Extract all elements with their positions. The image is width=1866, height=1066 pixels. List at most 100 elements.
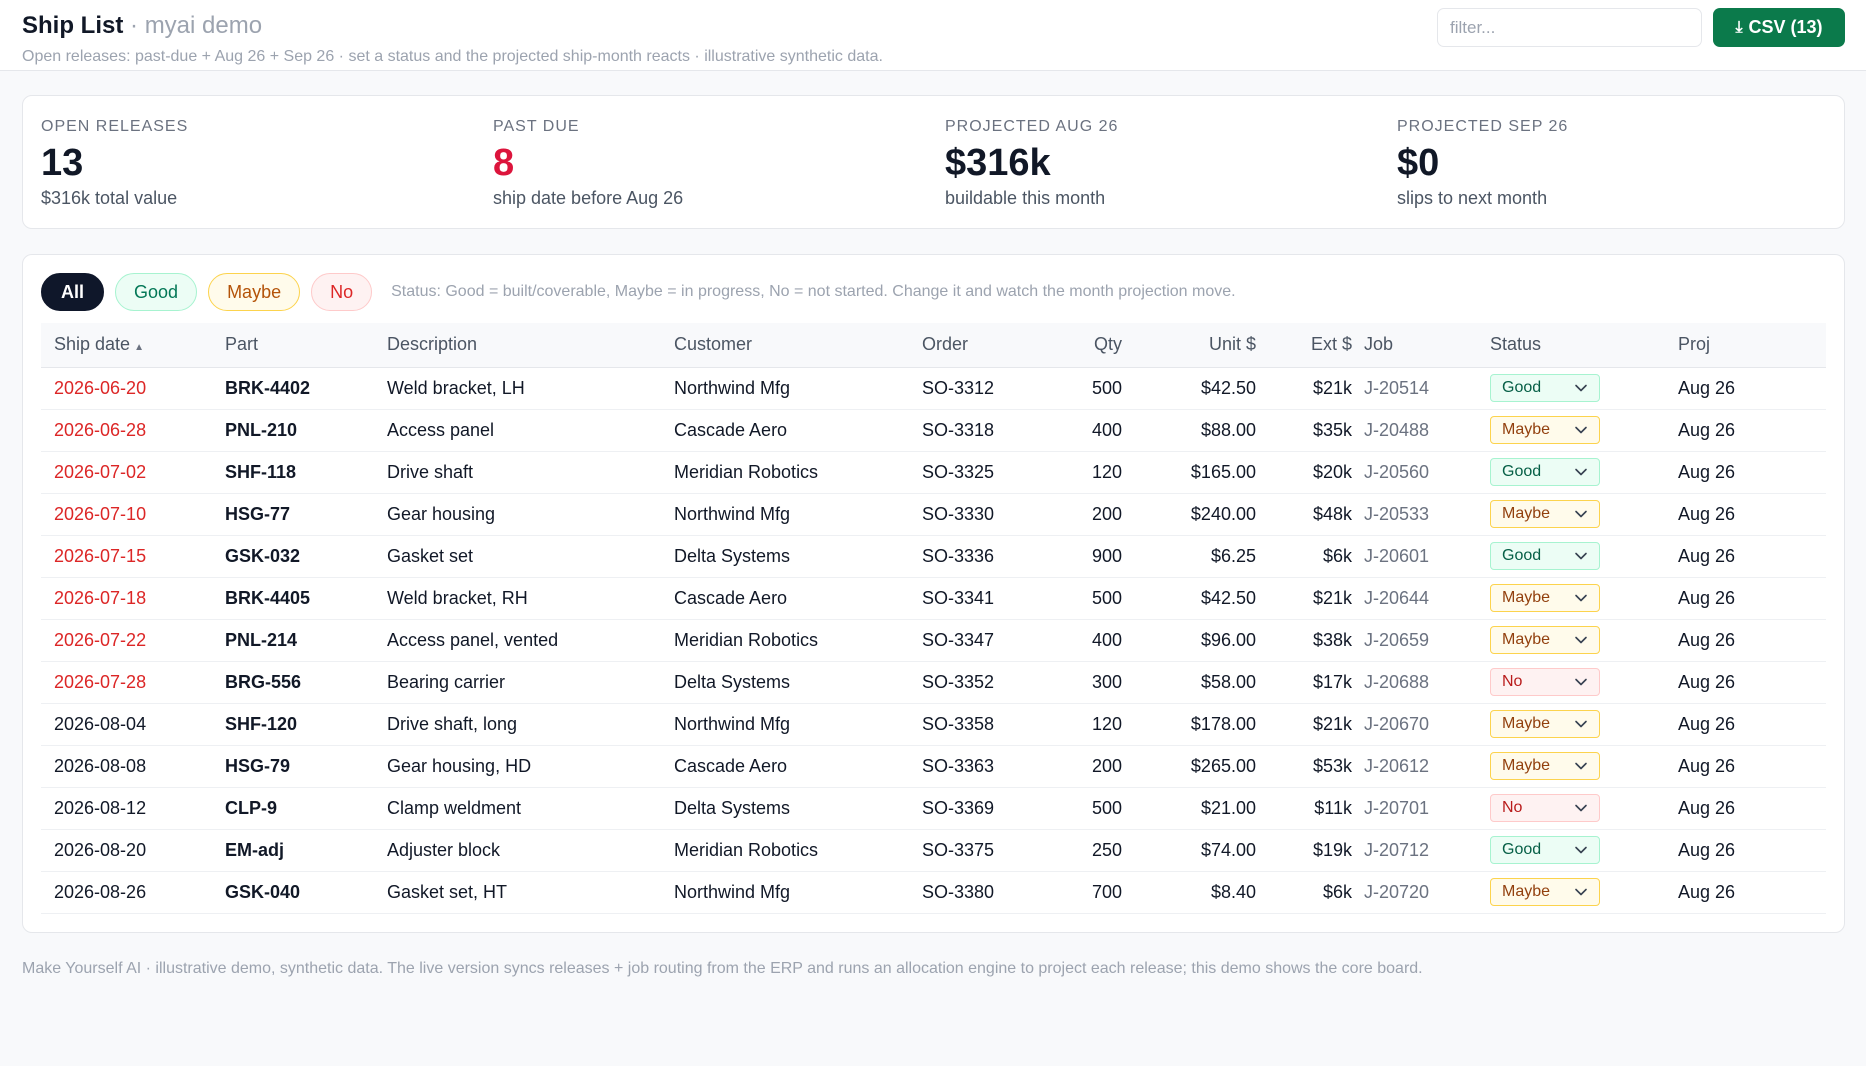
- order-cell: SO-3352: [922, 661, 1043, 704]
- csv-button-label: CSV (13): [1748, 17, 1823, 37]
- ext-price-cell: $53k: [1256, 745, 1352, 788]
- table-row: 2026-07-22 PNL-214 Access panel, vented Mer…: [41, 619, 1826, 662]
- filter-input[interactable]: [1437, 8, 1702, 47]
- summary-stats: OPEN RELEASES 13 $316k total value PAST …: [22, 95, 1845, 229]
- chevron-down-icon: [1575, 846, 1587, 854]
- filter-maybe-button[interactable]: Maybe: [208, 273, 301, 311]
- status-select[interactable]: Good: [1490, 542, 1600, 570]
- proj-cell: Aug 26: [1678, 619, 1826, 662]
- status-select[interactable]: No: [1490, 668, 1600, 696]
- unit-price-cell: $165.00: [1122, 451, 1256, 494]
- proj-cell: Aug 26: [1678, 409, 1826, 452]
- status-value: Maybe: [1502, 421, 1551, 438]
- status-select[interactable]: Maybe: [1490, 500, 1600, 528]
- ship-date-cell: 2026-07-02: [41, 451, 225, 494]
- unit-price-cell: $6.25: [1122, 535, 1256, 578]
- qty-cell: 200: [1043, 745, 1122, 788]
- app-title: Ship List: [22, 12, 124, 39]
- column-header-qty[interactable]: Qty: [1043, 323, 1122, 368]
- status-select[interactable]: Maybe: [1490, 710, 1600, 738]
- customer-cell: Cascade Aero: [674, 577, 922, 620]
- chevron-down-icon: [1575, 468, 1587, 476]
- status-select[interactable]: Maybe: [1490, 878, 1600, 906]
- status-cell: Maybe: [1490, 577, 1678, 620]
- status-select[interactable]: Good: [1490, 374, 1600, 402]
- unit-price-cell: $178.00: [1122, 703, 1256, 746]
- column-header-proj[interactable]: Proj: [1678, 323, 1826, 368]
- status-value: No: [1502, 799, 1523, 816]
- proj-cell: Aug 26: [1678, 535, 1826, 578]
- unit-price-cell: $265.00: [1122, 745, 1256, 788]
- proj-cell: Aug 26: [1678, 703, 1826, 746]
- column-header-part[interactable]: Part: [225, 323, 387, 368]
- column-header-status[interactable]: Status: [1490, 323, 1678, 368]
- job-cell: J-20659: [1352, 619, 1490, 662]
- ext-price-cell: $11k: [1256, 787, 1352, 830]
- part-cell: SHF-118: [225, 451, 387, 494]
- order-cell: SO-3341: [922, 577, 1043, 620]
- stat-label: PAST DUE: [493, 118, 580, 135]
- status-select[interactable]: Maybe: [1490, 584, 1600, 612]
- ext-price-cell: $6k: [1256, 871, 1352, 914]
- ship-date-cell: 2026-08-20: [41, 829, 225, 872]
- filter-good-button[interactable]: Good: [115, 273, 198, 311]
- customer-cell: Meridian Robotics: [674, 829, 922, 872]
- unit-price-cell: $88.00: [1122, 409, 1256, 452]
- unit-price-cell: $42.50: [1122, 577, 1256, 620]
- status-select[interactable]: Maybe: [1490, 416, 1600, 444]
- chevron-down-icon: [1575, 804, 1587, 812]
- ship-date-cell: 2026-06-28: [41, 409, 225, 452]
- customer-cell: Northwind Mfg: [674, 367, 922, 410]
- stat-projected-aug: PROJECTED AUG 26 $316k buildable this mo…: [945, 96, 1385, 228]
- column-header-description[interactable]: Description: [387, 323, 674, 368]
- ship-list-table: Ship date ▲ Part Description Customer Ord…: [41, 323, 1826, 914]
- ship-date-cell: 2026-08-04: [41, 703, 225, 746]
- csv-export-button[interactable]: ⤓ CSV (13): [1713, 8, 1845, 47]
- customer-cell: Delta Systems: [674, 535, 922, 578]
- part-cell: HSG-77: [225, 493, 387, 536]
- stat-projected-sep: PROJECTED SEP 26 $0 slips to next month: [1397, 96, 1837, 228]
- ship-list-card: All Good Maybe No Status: Good = built/c…: [22, 254, 1845, 933]
- unit-price-cell: $96.00: [1122, 619, 1256, 662]
- status-select[interactable]: Maybe: [1490, 752, 1600, 780]
- filter-all-button[interactable]: All: [41, 273, 105, 311]
- job-cell: J-20701: [1352, 787, 1490, 830]
- table-row: 2026-08-08 HSG-79 Gear housing, HD Cascade …: [41, 745, 1826, 788]
- status-cell: No: [1490, 787, 1678, 830]
- job-cell: J-20560: [1352, 451, 1490, 494]
- status-select[interactable]: Maybe: [1490, 626, 1600, 654]
- description-cell: Access panel: [387, 409, 674, 452]
- stat-desc: slips to next month: [1397, 188, 1548, 208]
- description-cell: Gear housing, HD: [387, 745, 674, 788]
- stat-value: 8: [493, 142, 515, 184]
- customer-cell: Meridian Robotics: [674, 451, 922, 494]
- column-header-job[interactable]: Job: [1352, 323, 1490, 368]
- chevron-down-icon: [1575, 762, 1587, 770]
- proj-cell: Aug 26: [1678, 367, 1826, 410]
- ext-price-cell: $38k: [1256, 619, 1352, 662]
- column-header-customer[interactable]: Customer: [674, 323, 922, 368]
- status-hint: Status: Good = built/coverable, Maybe = …: [391, 283, 1236, 300]
- column-header-ext-price[interactable]: Ext $: [1256, 323, 1352, 368]
- page-title: Ship List · myai demo: [22, 12, 262, 40]
- status-select[interactable]: Good: [1490, 458, 1600, 486]
- ship-date-cell: 2026-07-15: [41, 535, 225, 578]
- column-header-ship-date[interactable]: Ship date ▲: [41, 323, 225, 368]
- proj-cell: Aug 26: [1678, 745, 1826, 788]
- status-select[interactable]: Good: [1490, 836, 1600, 864]
- stat-desc: ship date before Aug 26: [493, 188, 684, 208]
- table-row: 2026-08-20 EM-adj Adjuster block Meridian R…: [41, 829, 1826, 872]
- column-header-unit-price[interactable]: Unit $: [1122, 323, 1256, 368]
- part-cell: BRG-556: [225, 661, 387, 704]
- status-value: Good: [1502, 463, 1542, 480]
- stat-label: PROJECTED SEP 26: [1397, 118, 1569, 135]
- status-select[interactable]: No: [1490, 794, 1600, 822]
- ext-price-cell: $19k: [1256, 829, 1352, 872]
- column-header-order[interactable]: Order: [922, 323, 1043, 368]
- proj-cell: Aug 26: [1678, 661, 1826, 704]
- filter-no-button[interactable]: No: [311, 273, 373, 311]
- qty-cell: 200: [1043, 493, 1122, 536]
- order-cell: SO-3312: [922, 367, 1043, 410]
- chevron-down-icon: [1575, 720, 1587, 728]
- ext-price-cell: $48k: [1256, 493, 1352, 536]
